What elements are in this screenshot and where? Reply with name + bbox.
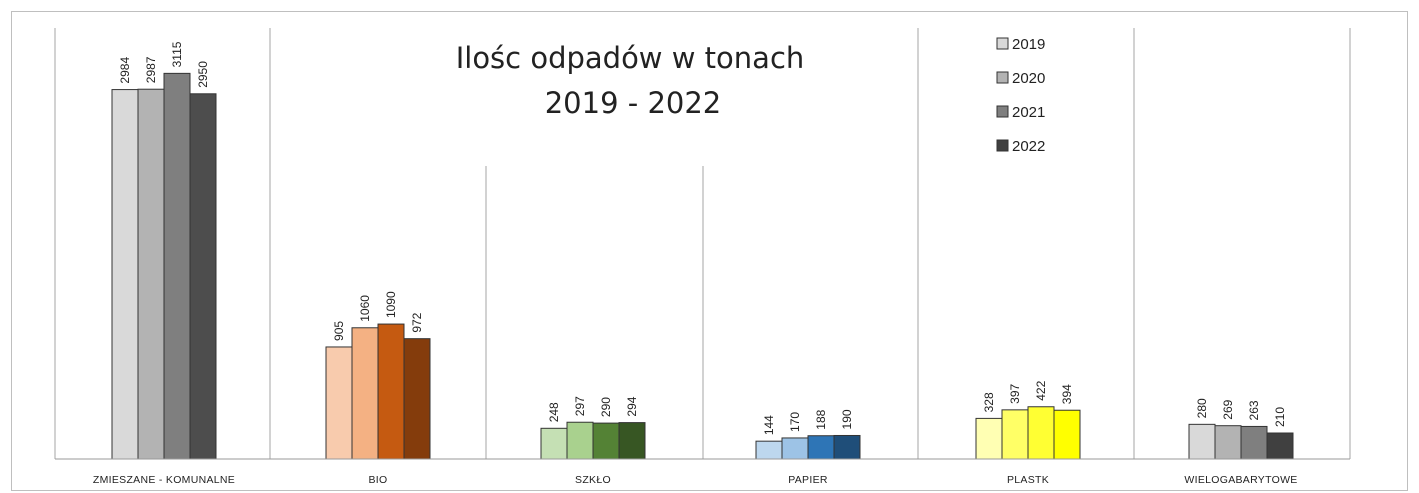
value-label: 248 [547, 402, 561, 422]
legend-swatch [996, 139, 1009, 152]
value-label: 2987 [144, 56, 158, 83]
chart-frame [11, 11, 1408, 491]
value-label: 280 [1195, 398, 1209, 418]
value-label: 144 [762, 415, 776, 435]
bar [755, 440, 783, 460]
bar [111, 89, 139, 460]
bar [1053, 409, 1081, 460]
category-label: PAPIER [788, 474, 828, 486]
value-label: 397 [1008, 384, 1022, 404]
value-labels-group: 2984 2987 3115 2950 905 1060 1090 972 248 297 290 2… [118, 41, 1287, 435]
legend-swatch [996, 71, 1009, 84]
category-label: SZKŁO [575, 474, 611, 486]
bar [540, 427, 568, 460]
value-label: 328 [982, 392, 996, 412]
value-label: 2950 [196, 61, 210, 88]
bar [1188, 423, 1216, 460]
value-label: 297 [573, 396, 587, 416]
value-label: 1060 [358, 295, 372, 322]
value-label: 905 [332, 321, 346, 341]
value-label: 269 [1221, 399, 1235, 419]
bar [833, 434, 861, 460]
legend-swatch [996, 105, 1009, 118]
legend-label: 2019 [1012, 36, 1045, 53]
bar [1240, 425, 1268, 460]
value-label: 2984 [118, 57, 132, 84]
bar [377, 323, 405, 460]
bar [781, 437, 809, 460]
bar [592, 422, 620, 460]
bar [137, 88, 165, 460]
value-label: 170 [788, 412, 802, 432]
value-label: 394 [1060, 384, 1074, 404]
bar [975, 417, 1003, 460]
bar [618, 422, 646, 460]
category-labels-group: ZMIESZANE - KOMUNALNE BIO SZKŁO PAPIER PLAST… [93, 474, 1297, 486]
category-label: BIO [369, 474, 388, 486]
value-label: 422 [1034, 380, 1048, 400]
legend: 2019 2020 2021 2022 [996, 36, 1045, 155]
bar [1214, 425, 1242, 460]
value-label: 294 [625, 396, 639, 416]
value-label: 210 [1273, 407, 1287, 427]
bar [163, 72, 191, 460]
bars-group [111, 72, 1294, 460]
bar [1266, 432, 1294, 460]
category-dividers [54, 28, 1351, 459]
bar [807, 435, 835, 460]
value-label: 188 [814, 409, 828, 429]
value-label: 1090 [384, 291, 398, 318]
bar [1027, 406, 1055, 460]
value-label: 972 [410, 312, 424, 332]
bar [1001, 409, 1029, 460]
category-label: PLASTK [1007, 474, 1049, 486]
value-label: 263 [1247, 400, 1261, 420]
chart-title: Ilośc odpadów w tonach [456, 41, 805, 75]
chart-subtitle: 2019 - 2022 [545, 86, 722, 120]
legend-swatch [996, 37, 1009, 50]
value-label: 290 [599, 397, 613, 417]
bar [189, 93, 217, 460]
value-label: 3115 [170, 41, 184, 67]
bar [325, 346, 353, 460]
category-label: WIELOGABARYTOWE [1184, 474, 1297, 486]
bar [566, 421, 594, 460]
bar [403, 338, 431, 460]
category-label: ZMIESZANE - KOMUNALNE [93, 474, 235, 486]
legend-label: 2020 [1012, 70, 1045, 87]
bar [351, 327, 379, 460]
legend-label: 2022 [1012, 138, 1045, 155]
value-label: 190 [840, 409, 854, 429]
legend-label: 2021 [1012, 104, 1045, 121]
